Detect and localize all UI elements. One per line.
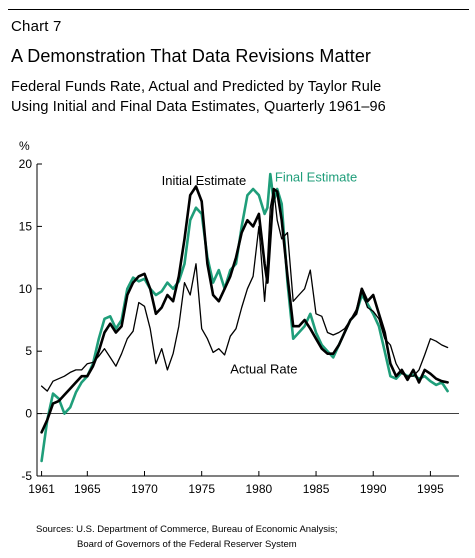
sources-note: Sources: U.S. Department of Commerce, Bu… (36, 522, 338, 552)
label-initial-estimate: Initial Estimate (162, 173, 247, 188)
series-line-actual-rate (40, 188, 449, 392)
sources-line1: Sources: U.S. Department of Commerce, Bu… (36, 524, 338, 535)
x-tick-label: 1961 (28, 482, 55, 496)
x-tick-label: 1995 (417, 482, 444, 496)
y-tick-label: 0 (25, 407, 32, 421)
chart-title: A Demonstration That Data Revisions Matt… (11, 46, 372, 66)
x-tick-label: 1965 (74, 482, 101, 496)
chart-subtitle-line2: Using Initial and Final Data Estimates, … (11, 99, 386, 115)
series-line-final-estimate (40, 172, 449, 463)
y-tick-label: 5 (25, 344, 32, 358)
y-tick-label: 10 (19, 282, 33, 296)
chart-number: Chart 7 (11, 18, 62, 35)
x-tick-label: 1990 (360, 482, 387, 496)
series-layer (40, 172, 449, 463)
series-line-initial-estimate (40, 185, 449, 434)
annotation-layer: Initial Estimate Final Estimate Actual Rat… (162, 169, 358, 376)
y-tick-label: -5 (21, 469, 32, 483)
label-final-estimate: Final Estimate (275, 169, 357, 184)
y-tick-label: 15 (19, 219, 33, 233)
chart-subtitle-line1: Federal Funds Rate, Actual and Predicted… (11, 79, 382, 95)
x-tick-label: 1985 (303, 482, 330, 496)
x-tick-label: 1980 (246, 482, 273, 496)
y-tick-label: 20 (19, 157, 33, 171)
top-rule (8, 9, 469, 10)
x-tick-label: 1970 (131, 482, 158, 496)
sources-line2: Board of Governors of the Federal Reserv… (77, 539, 297, 550)
chart-axes: -5 0 5 10 15 20 1961 1965 1970 1975 1980 1985 1990 19… (19, 157, 459, 496)
x-tick-label: 1975 (188, 482, 215, 496)
label-actual-rate: Actual Rate (230, 362, 297, 377)
y-axis-label: % (19, 139, 30, 153)
